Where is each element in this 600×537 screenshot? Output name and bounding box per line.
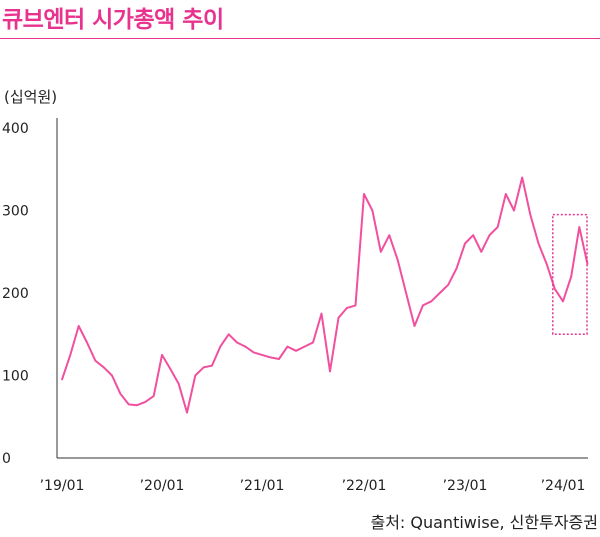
data-point [136,404,138,407]
data-point [513,209,515,212]
highlight-box [552,213,588,335]
data-point [472,234,475,236]
data-point [144,401,147,403]
data-point [312,341,314,344]
data-point [102,366,105,369]
data-point [413,325,416,327]
data-point [488,234,491,236]
x-tick-label: ’21/01 [240,478,285,494]
data-point [295,350,297,352]
y-tick-label: 200 [2,286,29,302]
y-tick-label: 0 [2,451,11,467]
data-point [278,358,280,360]
data-point [86,341,88,344]
x-tick-label: ’22/01 [342,478,387,494]
data-point [119,392,122,395]
data-point [219,345,222,348]
data-point [244,345,247,348]
y-axis-unit-label: (십억원) [4,88,58,106]
data-point [363,193,365,195]
data-point [554,288,556,290]
chart-title: 큐브엔터 시가총액 추이 [2,7,224,33]
data-point [94,359,97,362]
data-point [439,292,441,294]
data-point [329,370,331,373]
data-point [111,374,113,377]
title-divider [0,38,600,39]
y-tick-label: 100 [2,369,29,385]
data-point [545,263,548,265]
data-point [269,356,272,359]
data-point [447,284,450,286]
data-point [211,364,213,367]
x-tick-label: ’23/01 [443,478,488,494]
data-point [380,251,382,253]
data-point [286,345,289,348]
data-point [337,317,340,319]
data-point [236,341,238,344]
data-point [161,354,163,356]
data-point [480,251,483,253]
data-point [252,351,255,354]
y-tick-label: 400 [2,121,29,137]
market-cap-series-line [61,176,589,414]
data-point [578,226,581,228]
x-tick-label: ’19/01 [40,478,85,494]
data-point [455,267,458,270]
data-point [303,345,306,348]
data-point [227,333,230,336]
data-point [69,354,72,356]
data-point [169,368,172,370]
data-point [346,307,348,309]
y-tick-label: 300 [2,204,29,220]
data-point [464,242,466,245]
data-point [405,292,407,294]
data-point [496,226,499,228]
data-point [61,378,63,381]
data-point [396,259,399,261]
x-tick-label: ’20/01 [140,478,185,494]
data-point [570,275,572,278]
data-point [127,403,130,406]
source-note: 출처: Quantiwise, 신한투자증권 [370,513,598,532]
data-point [261,354,263,356]
data-point [529,213,532,216]
data-point [320,312,323,315]
data-point [354,304,357,307]
x-tick-label: ’24/01 [541,478,586,494]
data-point [371,209,374,212]
data-point [202,366,205,369]
data-point [152,395,155,397]
data-point [186,411,188,414]
data-point [422,304,424,307]
data-point [521,176,523,179]
data-point [177,383,180,385]
data-point [194,374,197,377]
data-point [430,300,433,303]
data-point [505,193,507,195]
data-point [537,242,540,245]
data-point [388,234,391,236]
data-point [77,325,80,327]
data-point [562,300,564,303]
